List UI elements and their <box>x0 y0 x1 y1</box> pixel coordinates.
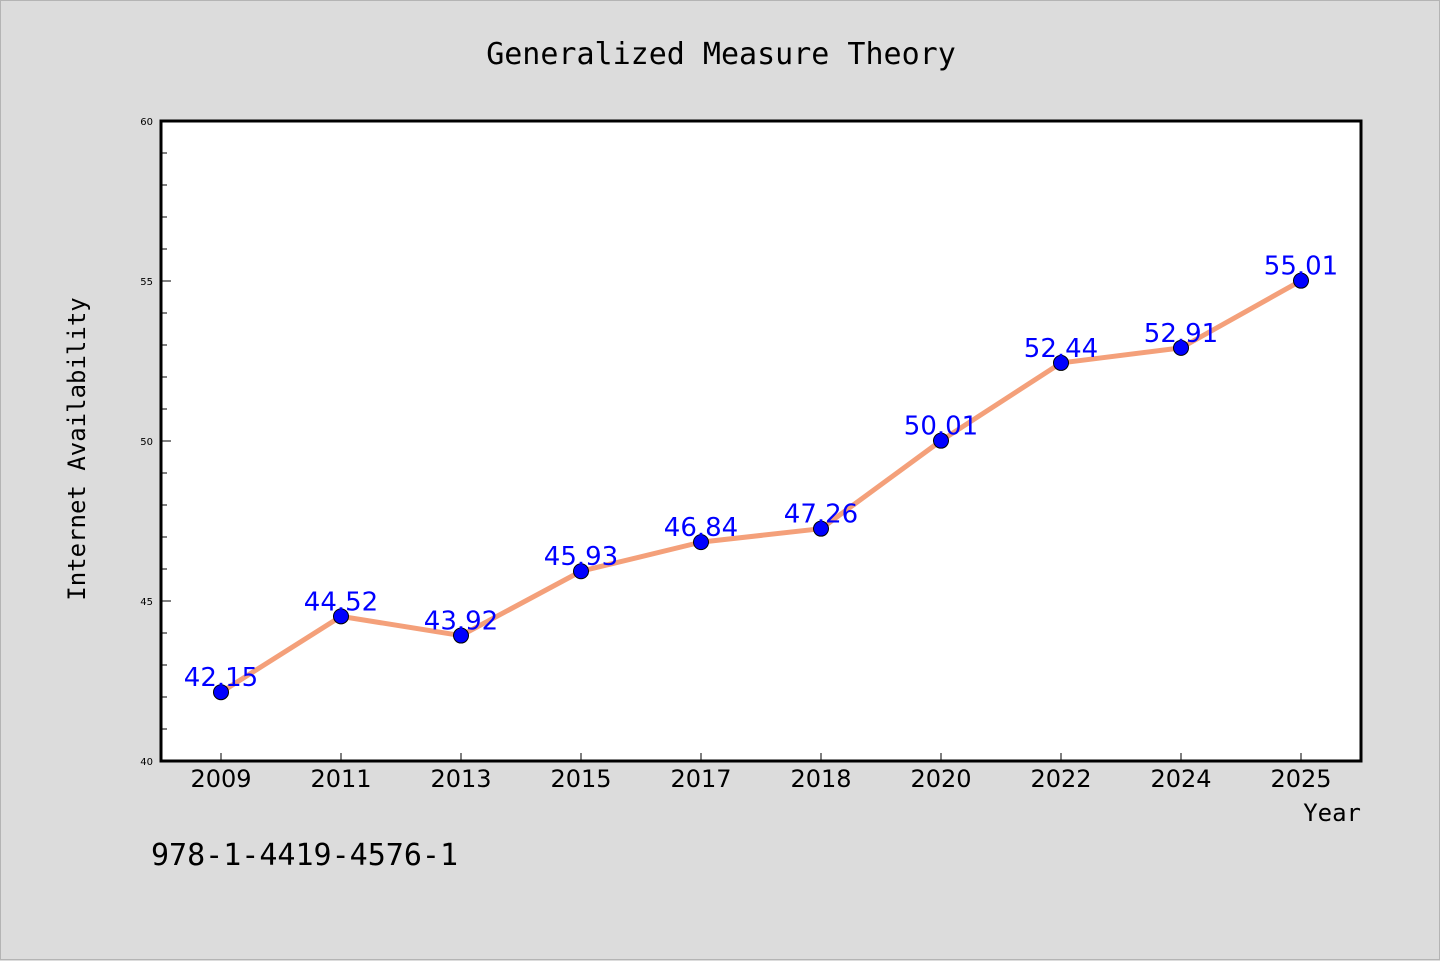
x-tick-label: 2009 <box>190 765 251 793</box>
data-point-marker <box>1053 354 1069 371</box>
y-tick-label: 50 <box>140 437 153 448</box>
data-label: 46.84 <box>664 513 738 543</box>
data-point-marker <box>453 627 469 644</box>
y-tick-label: 40 <box>140 757 153 768</box>
data-point-marker <box>1293 272 1309 289</box>
data-label: 52.44 <box>1024 334 1098 364</box>
data-point-marker <box>213 684 229 701</box>
x-tick-label: 2017 <box>670 765 731 793</box>
plot-border <box>159 119 1363 763</box>
x-tick-label: 2013 <box>430 765 491 793</box>
y-tick-label: 55 <box>140 277 153 288</box>
data-label: 42.15 <box>184 663 258 693</box>
data-label: 55.01 <box>1264 252 1338 282</box>
chart-title: Generalized Measure Theory <box>486 37 956 72</box>
y-axis-label: Internet Availability <box>63 297 91 600</box>
series-line <box>218 278 1304 695</box>
x-tick-label: 2018 <box>790 765 851 793</box>
data-point-marker <box>933 432 949 449</box>
data-label: 52.91 <box>1144 319 1218 349</box>
x-tick-label: 2024 <box>1150 765 1211 793</box>
data-label: 45.93 <box>544 542 618 572</box>
x-axis-label: Year <box>1303 799 1361 827</box>
data-label: 50.01 <box>904 412 978 442</box>
data-label: 44.52 <box>304 587 378 617</box>
data-points: 42.15 44.52 43.92 45.93 46.84 47.26 50.01 52.44… <box>184 252 1338 701</box>
y-tick-label: 60 <box>140 117 153 128</box>
isbn-text: 978-1-4419-4576-1 <box>151 838 458 873</box>
data-point-marker <box>1173 339 1189 356</box>
data-point-marker <box>693 534 709 551</box>
plot-area <box>161 121 1361 761</box>
x-tick-label: 2025 <box>1270 765 1331 793</box>
data-label: 47.26 <box>784 500 858 530</box>
y-tick-label: 45 <box>140 597 153 608</box>
series-line-group <box>218 278 1304 695</box>
x-tick-label: 2020 <box>910 765 971 793</box>
x-tick-label: 2022 <box>1030 765 1091 793</box>
x-tick-label: 2011 <box>310 765 371 793</box>
x-axis: 2009 2011 2013 2015 2017 2018 2020 2022 2024 2025 <box>190 753 1332 793</box>
data-point-marker <box>333 608 349 625</box>
data-point-marker <box>813 520 829 537</box>
data-label: 43.92 <box>424 607 498 637</box>
data-point-marker <box>573 563 589 580</box>
x-tick-label: 2015 <box>550 765 611 793</box>
